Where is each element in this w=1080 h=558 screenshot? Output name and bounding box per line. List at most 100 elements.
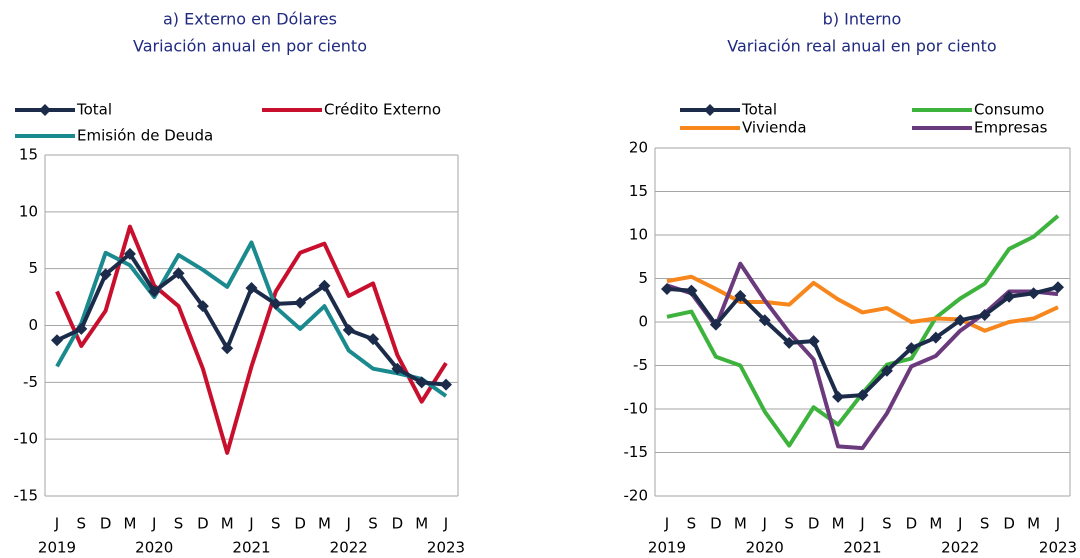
y-tick-label: 10	[19, 202, 38, 220]
x-tick-label: D	[100, 515, 112, 533]
y-tick-label: 5	[638, 269, 648, 287]
x-year-label: 2022	[941, 539, 979, 557]
legend-label: Consumo	[974, 101, 1044, 119]
x-tick-label: M	[832, 515, 845, 533]
y-tick-label: -5	[633, 356, 648, 374]
marker	[807, 335, 820, 348]
x-tick-label: D	[906, 515, 918, 533]
x-tick-label: M	[1027, 515, 1040, 533]
marker	[661, 282, 673, 295]
x-tick-label: J	[762, 515, 767, 533]
x-tick-label: D	[294, 515, 306, 533]
x-tick-label: S	[368, 515, 378, 533]
marker	[294, 296, 307, 309]
marker	[856, 389, 869, 402]
y-tick-label: 20	[629, 139, 648, 157]
x-tick-label: D	[197, 515, 209, 533]
x-tick-label: J	[1055, 515, 1060, 533]
x-tick-label: M	[415, 515, 428, 533]
legend-label: Total	[76, 101, 112, 119]
y-tick-label: 5	[28, 259, 38, 277]
series-line	[666, 214, 1060, 448]
x-year-label: 2020	[135, 539, 173, 557]
marker	[1052, 281, 1064, 294]
marker	[905, 342, 918, 355]
marker	[196, 300, 209, 313]
x-tick-label: M	[929, 515, 942, 533]
marker	[832, 390, 845, 403]
y-tick-label: -5	[23, 373, 38, 391]
y-tick-label: -20	[624, 487, 649, 505]
x-tick-label: J	[54, 515, 59, 533]
marker	[269, 297, 282, 310]
marker	[148, 285, 161, 298]
legend-marker	[704, 104, 716, 116]
marker	[415, 376, 428, 389]
y-tick-label: 15	[629, 182, 648, 200]
legend-label: Vivienda	[742, 119, 807, 137]
marker	[929, 331, 942, 344]
y-tick-label: -15	[14, 487, 39, 505]
y-tick-label: -10	[624, 400, 649, 418]
marker	[123, 247, 136, 260]
x-tick-label: D	[710, 515, 722, 533]
x-tick-label: M	[734, 515, 747, 533]
marker	[783, 336, 796, 349]
y-tick-label: -10	[14, 430, 39, 448]
x-year-label: 2021	[843, 539, 881, 557]
marker	[51, 334, 63, 347]
x-tick-label: J	[151, 515, 156, 533]
x-tick-label: J	[957, 515, 962, 533]
legend-label: Total	[741, 101, 777, 119]
series-line	[666, 274, 1059, 333]
marker	[245, 281, 258, 294]
y-tick-label: -15	[624, 443, 649, 461]
legend-label: Emisión de Deuda	[77, 127, 213, 145]
x-year-label: 2023	[1039, 539, 1077, 557]
marker	[758, 314, 771, 327]
x-tick-label: S	[784, 515, 794, 533]
chart-subtitle: Variación real anual en por ciento	[727, 37, 996, 56]
marker	[75, 322, 88, 335]
chart-subtitle: Variación anual en por ciento	[133, 37, 367, 56]
series-line	[666, 261, 1059, 451]
x-year-label: 2019	[648, 539, 686, 557]
x-tick-label: S	[174, 515, 184, 533]
x-tick-label: M	[221, 515, 234, 533]
marker	[685, 284, 698, 297]
marker	[709, 318, 722, 331]
x-year-label: 2021	[232, 539, 270, 557]
x-tick-label: S	[687, 515, 697, 533]
x-tick-label: J	[443, 515, 448, 533]
marker	[367, 333, 380, 346]
legend-label: Crédito Externo	[324, 101, 441, 119]
marker	[391, 362, 404, 375]
x-tick-label: D	[1003, 515, 1015, 533]
marker	[440, 378, 452, 391]
chart-title: b) Interno	[823, 10, 902, 29]
x-tick-label: J	[346, 515, 351, 533]
x-tick-label: S	[77, 515, 87, 533]
x-year-label: 2020	[746, 539, 784, 557]
x-tick-label: M	[318, 515, 331, 533]
y-tick-label: 10	[629, 226, 648, 244]
y-tick-label: 0	[638, 313, 648, 331]
marker	[99, 268, 112, 281]
y-tick-label: 0	[28, 316, 38, 334]
x-tick-label: J	[248, 515, 253, 533]
x-tick-label: S	[882, 515, 892, 533]
x-year-label: 2023	[427, 539, 465, 557]
marker	[318, 279, 331, 292]
y-tick-label: 15	[19, 146, 38, 164]
legend-marker	[39, 104, 51, 116]
x-tick-label: M	[123, 515, 136, 533]
marker	[1027, 287, 1040, 300]
x-tick-label: J	[859, 515, 864, 533]
x-tick-label: D	[808, 515, 820, 533]
x-tick-label: D	[392, 515, 404, 533]
x-tick-label: J	[664, 515, 669, 533]
marker	[172, 267, 185, 280]
marker	[1003, 290, 1016, 303]
marker	[978, 309, 991, 322]
